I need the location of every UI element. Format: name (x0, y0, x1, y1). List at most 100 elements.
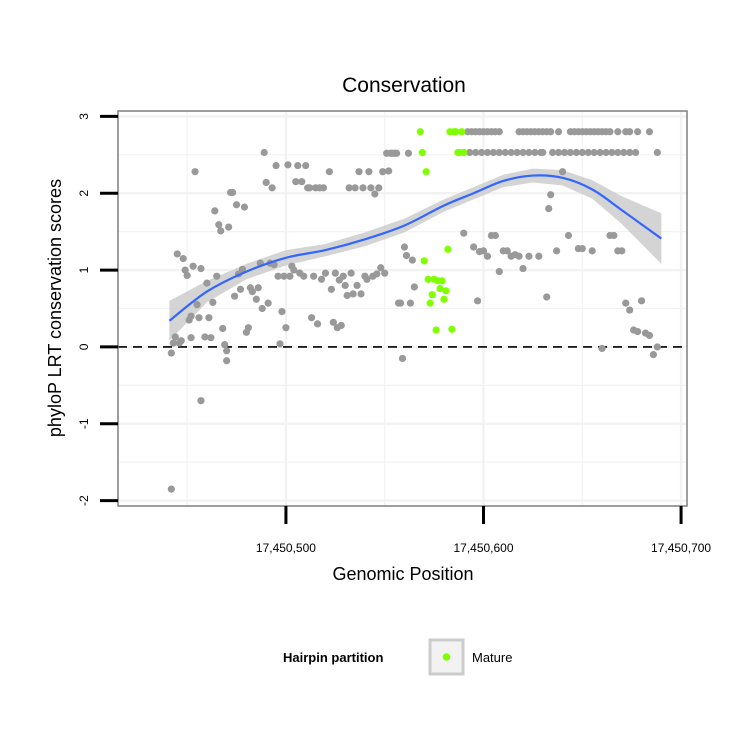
legend: Hairpin partition Mature (283, 638, 512, 676)
background-point (223, 347, 231, 355)
background-point (483, 148, 492, 157)
background-point (327, 285, 335, 293)
background-point (280, 272, 288, 280)
background-point (402, 251, 411, 260)
background-point (396, 299, 405, 307)
background-point (211, 207, 219, 215)
background-point (495, 148, 503, 157)
background-point (560, 148, 569, 157)
background-point (309, 272, 318, 280)
x-tick-label: 17,450,600 (453, 541, 513, 555)
background-point (473, 297, 482, 305)
background-point (306, 184, 314, 192)
background-point (167, 485, 175, 493)
background-point (331, 269, 339, 277)
background-point (313, 320, 322, 328)
x-axis-label: Genomic Position (332, 564, 473, 584)
mature-point (458, 128, 466, 136)
background-point (209, 298, 217, 306)
background-point (272, 161, 280, 170)
background-point (525, 252, 533, 260)
plot-panel-border (117, 110, 688, 507)
background-point (232, 201, 241, 209)
background-point (620, 148, 628, 157)
background-point (614, 148, 622, 157)
background-point (491, 231, 499, 240)
x-tick-label: 17,450,500 (256, 541, 316, 555)
background-point (519, 264, 527, 273)
background-point (236, 285, 245, 293)
mature-point (442, 287, 450, 295)
background-point (626, 128, 634, 136)
smooth-line-layer (168, 174, 662, 322)
mature-point (418, 148, 426, 157)
background-point (483, 252, 492, 260)
background-point (554, 148, 563, 157)
background-point (566, 148, 575, 157)
background-point (489, 148, 497, 157)
mature-point (444, 245, 452, 253)
background-point (554, 128, 563, 136)
mature-point (424, 275, 432, 283)
background-point (282, 324, 290, 332)
background-point (513, 148, 521, 157)
background-point (495, 268, 503, 276)
background-point (248, 287, 256, 296)
x-axis: 17,450,500 17,450,600 17,450,700 (256, 506, 711, 555)
mature-point (422, 168, 430, 176)
background-point (343, 291, 351, 300)
background-point (339, 272, 347, 280)
background-point (626, 306, 634, 314)
background-point (351, 184, 359, 192)
background-point (254, 284, 262, 292)
background-point (608, 148, 616, 157)
background-point (472, 148, 480, 157)
background-point (207, 334, 215, 342)
background-point (381, 269, 389, 277)
y-tick-label: 3 (77, 113, 91, 120)
mature-point (432, 326, 440, 334)
background-point (515, 252, 523, 260)
background-point (531, 148, 539, 157)
mature-point (436, 284, 444, 293)
y-tick-label: -2 (77, 495, 91, 506)
background-point (300, 272, 308, 280)
mature-point (438, 277, 446, 285)
background-point (217, 227, 225, 235)
mature-point (426, 299, 434, 307)
background-point (228, 188, 237, 197)
background-point (173, 250, 181, 258)
background-point (197, 264, 205, 273)
background-point (400, 243, 409, 251)
background-point (286, 272, 294, 280)
background-point (373, 270, 381, 278)
background-point (355, 168, 363, 176)
background-point (558, 168, 567, 176)
background-point (240, 203, 249, 211)
background-point (545, 205, 553, 213)
background-point (177, 337, 185, 345)
y-tick-label: -1 (77, 418, 91, 429)
background-point (252, 295, 260, 303)
background-point (319, 184, 328, 192)
background-point (225, 223, 233, 231)
background-point (230, 292, 239, 300)
background-point (341, 281, 349, 290)
mature-point (452, 128, 460, 136)
background-point (466, 148, 474, 157)
background-point (191, 168, 199, 176)
background-point (187, 334, 195, 342)
mature-points-layer (416, 128, 468, 334)
smooth-line (168, 174, 662, 322)
background-point (284, 161, 292, 169)
background-point (622, 299, 630, 307)
background-point (347, 269, 355, 277)
background-point (614, 128, 622, 136)
background-point (572, 148, 580, 157)
background-point (564, 231, 573, 240)
background-point (598, 344, 606, 353)
background-point (337, 321, 345, 330)
x-tick-label: 17,450,700 (651, 541, 711, 555)
background-point (353, 281, 361, 290)
background-point (219, 324, 227, 333)
